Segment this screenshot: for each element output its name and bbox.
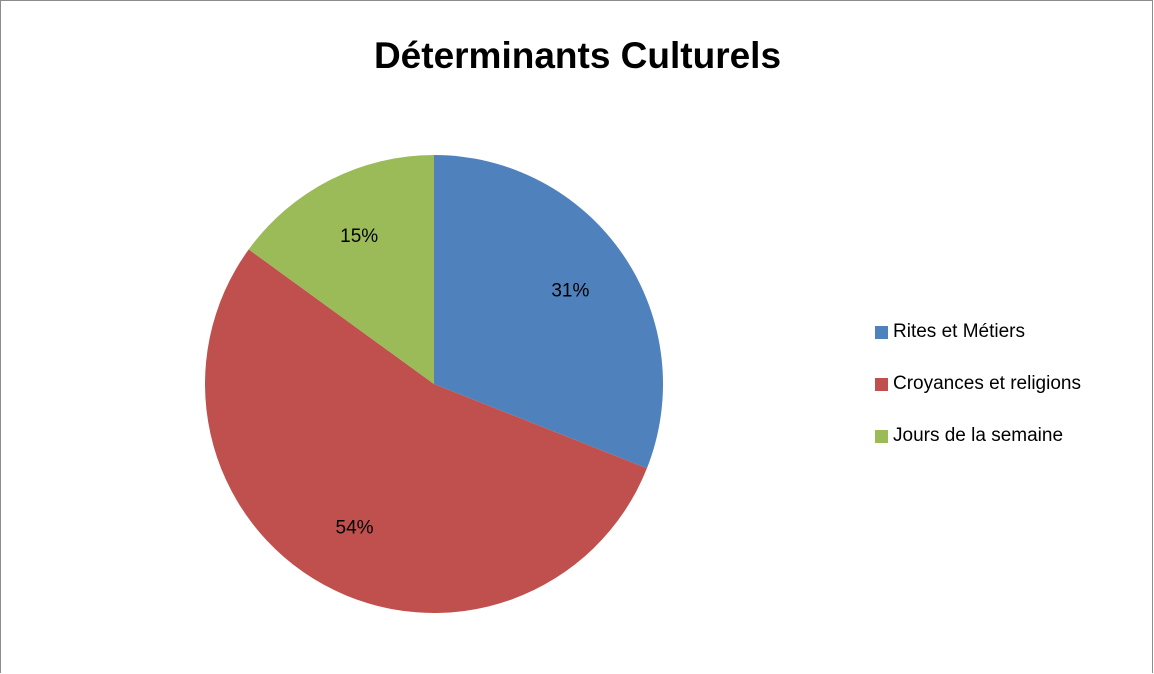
legend-swatch [875,429,888,443]
data-label-jours-de-la-semaine: 15% [340,226,378,247]
legend-label: Croyances et religions [893,373,1081,394]
data-label-croyances-et-religions: 54% [336,518,374,539]
legend: Rites et Métiers Croyances et religions … [875,319,1081,475]
chart-title: Déterminants Culturels [373,35,782,76]
pie-slice-croyances-et-religions [204,249,647,614]
pie-slice-rites-et-metiers [434,155,664,469]
data-label-rites-et-metiers: 31% [551,280,589,301]
legend-swatch [875,377,888,391]
legend-item-jours-de-la-semaine: Jours de la semaine [875,423,1081,449]
legend-item-croyances-et-religions: Croyances et religions [875,371,1081,397]
pie-slice-jours-de-la-semaine [248,155,434,384]
legend-label: Rites et Métiers [893,321,1025,342]
legend-swatch [875,325,888,339]
legend-label: Jours de la semaine [893,425,1064,446]
legend-item-rites-et-metiers: Rites et Métiers [875,319,1081,345]
